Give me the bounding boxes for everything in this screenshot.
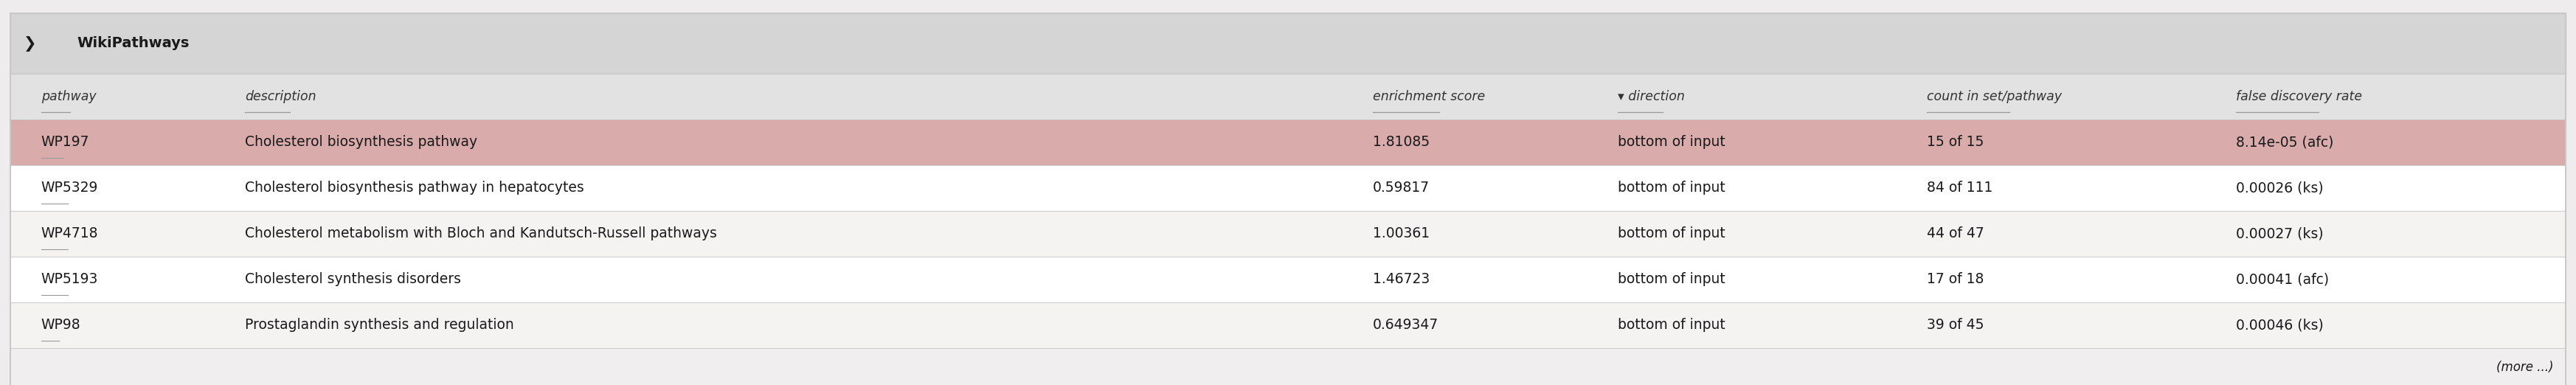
Text: WP5329: WP5329 xyxy=(41,181,98,195)
Text: WikiPathways: WikiPathways xyxy=(77,37,188,50)
Text: Cholesterol biosynthesis pathway in hepatocytes: Cholesterol biosynthesis pathway in hepa… xyxy=(245,181,585,195)
Text: bottom of input: bottom of input xyxy=(1618,318,1726,332)
Text: description: description xyxy=(245,90,317,103)
Text: WP5193: WP5193 xyxy=(41,273,98,286)
Bar xyxy=(10,348,2566,385)
Text: pathway: pathway xyxy=(41,90,95,103)
Text: 15 of 15: 15 of 15 xyxy=(1927,136,1984,149)
Text: 0.00046 (ks): 0.00046 (ks) xyxy=(2236,318,2324,332)
Text: 39 of 45: 39 of 45 xyxy=(1927,318,1984,332)
Text: bottom of input: bottom of input xyxy=(1618,136,1726,149)
Text: false discovery rate: false discovery rate xyxy=(2236,90,2362,103)
Bar xyxy=(10,211,2566,257)
Text: bottom of input: bottom of input xyxy=(1618,181,1726,195)
Bar xyxy=(10,13,2566,74)
Bar xyxy=(10,74,2566,119)
Text: 17 of 18: 17 of 18 xyxy=(1927,273,1984,286)
Text: 8.14e-05 (afc): 8.14e-05 (afc) xyxy=(2236,136,2334,149)
Text: ❯: ❯ xyxy=(23,36,36,51)
Bar xyxy=(10,119,2566,165)
Text: 1.46723: 1.46723 xyxy=(1373,273,1430,286)
Text: 0.00041 (afc): 0.00041 (afc) xyxy=(2236,273,2329,286)
Text: bottom of input: bottom of input xyxy=(1618,227,1726,241)
Text: 0.649347: 0.649347 xyxy=(1373,318,1440,332)
Text: 1.81085: 1.81085 xyxy=(1373,136,1430,149)
Text: WP4718: WP4718 xyxy=(41,227,98,241)
Text: 44 of 47: 44 of 47 xyxy=(1927,227,1984,241)
Text: WP98: WP98 xyxy=(41,318,80,332)
Text: 0.00027 (ks): 0.00027 (ks) xyxy=(2236,227,2324,241)
Bar xyxy=(10,165,2566,211)
Text: 0.00026 (ks): 0.00026 (ks) xyxy=(2236,181,2324,195)
Text: 84 of 111: 84 of 111 xyxy=(1927,181,1994,195)
Text: 1.00361: 1.00361 xyxy=(1373,227,1430,241)
Text: Prostaglandin synthesis and regulation: Prostaglandin synthesis and regulation xyxy=(245,318,513,332)
Text: (more ...): (more ...) xyxy=(2496,361,2553,374)
Text: count in set/pathway: count in set/pathway xyxy=(1927,90,2061,103)
Text: Cholesterol biosynthesis pathway: Cholesterol biosynthesis pathway xyxy=(245,136,477,149)
Text: enrichment score: enrichment score xyxy=(1373,90,1486,103)
Text: Cholesterol synthesis disorders: Cholesterol synthesis disorders xyxy=(245,273,461,286)
Bar xyxy=(10,302,2566,348)
Text: ▾ direction: ▾ direction xyxy=(1618,90,1685,103)
Text: WP197: WP197 xyxy=(41,136,90,149)
Text: Cholesterol metabolism with Bloch and Kandutsch-Russell pathways: Cholesterol metabolism with Bloch and Ka… xyxy=(245,227,716,241)
Bar xyxy=(10,257,2566,302)
Text: bottom of input: bottom of input xyxy=(1618,273,1726,286)
Text: 0.59817: 0.59817 xyxy=(1373,181,1430,195)
